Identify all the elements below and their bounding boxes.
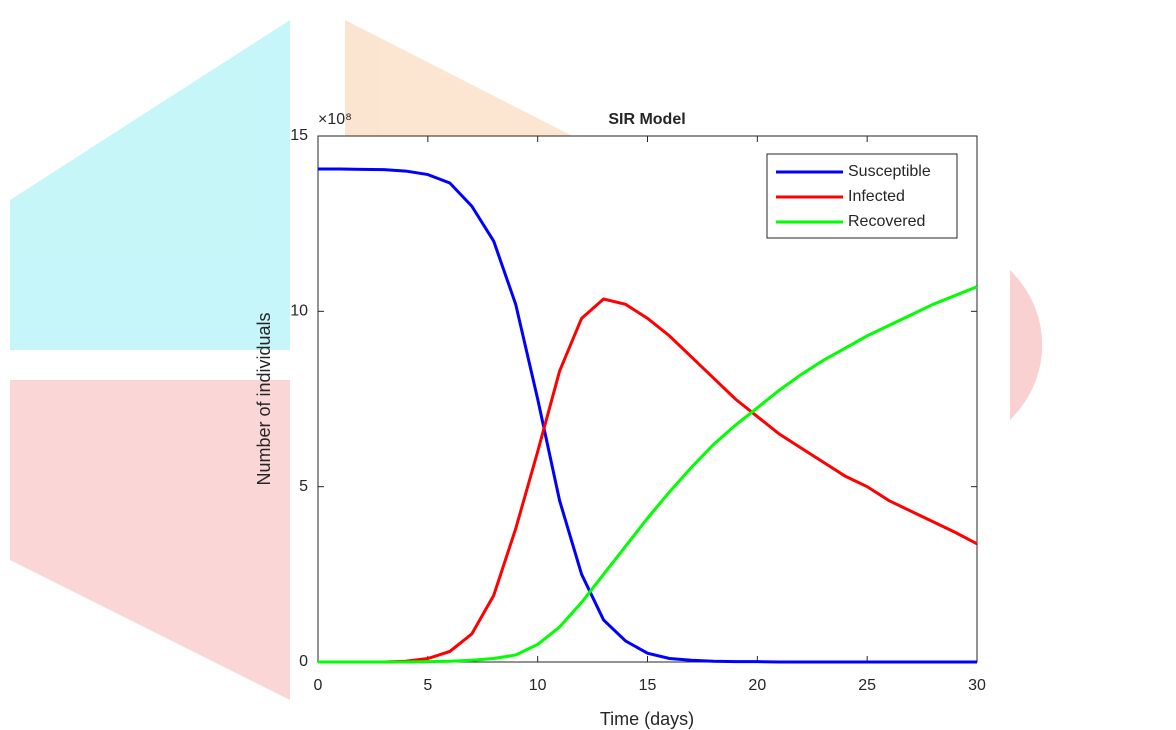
x-tick-label: 0 xyxy=(314,677,323,694)
x-tick-label: 5 xyxy=(423,677,432,694)
x-tick-label: 20 xyxy=(748,677,766,694)
legend-label: Infected xyxy=(848,188,905,205)
x-tick-label: 30 xyxy=(968,677,986,694)
x-axis-label: Time (days) xyxy=(600,709,694,729)
y-axis-label: Number of individuals xyxy=(254,312,274,485)
y-tick-label: 5 xyxy=(299,478,308,495)
y-exponent: ×10⁸ xyxy=(318,111,352,128)
legend-label: Susceptible xyxy=(848,163,931,180)
x-tick-label: 10 xyxy=(529,677,547,694)
x-tick-label: 25 xyxy=(858,677,876,694)
y-tick-label: 15 xyxy=(290,127,308,144)
y-tick-label: 10 xyxy=(290,303,308,320)
legend-label: Recovered xyxy=(848,213,925,230)
chart-title: SIR Model xyxy=(608,111,685,128)
y-tick-label: 0 xyxy=(299,653,308,670)
chart: SIR Model ×10⁸ Time (days) Number of ind… xyxy=(0,0,1176,730)
x-tick-label: 15 xyxy=(639,677,657,694)
